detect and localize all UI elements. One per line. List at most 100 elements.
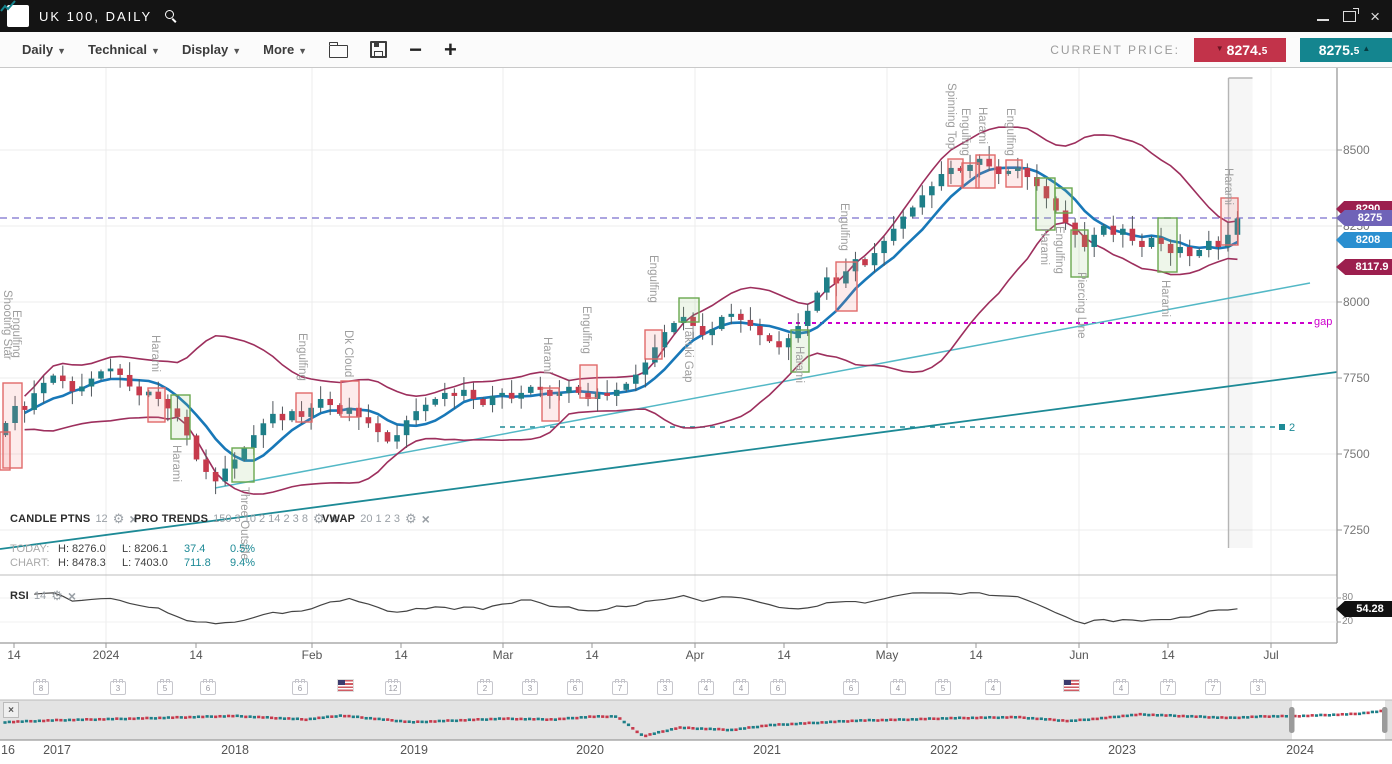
- navigator-year-label: 2022: [930, 743, 958, 757]
- pattern-label: Harami: [1038, 228, 1050, 265]
- navigator-year-label: 2021: [753, 743, 781, 757]
- pattern-label: Engulfing: [10, 310, 22, 358]
- calendar-event-icon[interactable]: 7: [1160, 679, 1176, 695]
- popout-button[interactable]: [1343, 7, 1360, 22]
- zoom-in-button[interactable]: +: [443, 36, 457, 62]
- calendar-event-icon[interactable]: 12: [385, 679, 401, 695]
- calendar-event-icon[interactable]: 3: [657, 679, 673, 695]
- x-axis-tick: Jun: [1069, 648, 1089, 662]
- navigator-year-label: 2024: [1286, 743, 1314, 757]
- menu-display[interactable]: Display ▼: [181, 42, 242, 57]
- y-axis-tick: 7500: [1343, 447, 1370, 461]
- us-flag-icon[interactable]: [1063, 679, 1080, 692]
- calendar-event-icon[interactable]: 6: [292, 679, 308, 695]
- buy-price-button[interactable]: 8275. 5 ▲: [1300, 37, 1392, 62]
- pattern-label: Harami: [170, 445, 182, 482]
- navigator-year-label: 2017: [43, 743, 71, 757]
- arrow-up-icon: ▲: [1362, 44, 1371, 53]
- navigator-year-label: 2020: [576, 743, 604, 757]
- legend-rsi: RSI 14 ⚙ ×: [10, 588, 77, 604]
- us-flag-icon[interactable]: [337, 679, 354, 692]
- navigator-year-label: 2019: [400, 743, 428, 757]
- current-price-label: CURRENT PRICE:: [1050, 42, 1180, 57]
- search-icon[interactable]: [164, 9, 178, 23]
- navigator-year-label: 2018: [221, 743, 249, 757]
- pattern-label: Three Outside: [238, 487, 250, 560]
- app-logo-icon: [0, 0, 29, 27]
- pattern-label: Takuki Gap: [682, 325, 694, 383]
- calendar-event-icon[interactable]: 3: [1250, 679, 1266, 695]
- toolbar: Daily ▼ Technical ▼ Display ▼ More ▼ − + CUR…: [0, 32, 1392, 68]
- y-axis-tick: 7250: [1343, 523, 1370, 537]
- remove-indicator-icon[interactable]: ×: [329, 511, 338, 527]
- calendar-event-icon[interactable]: 7: [1205, 679, 1221, 695]
- pattern-label: Engulfing: [580, 306, 592, 354]
- calendar-event-icon[interactable]: 7: [612, 679, 628, 695]
- calendar-event-icon[interactable]: 6: [843, 679, 859, 695]
- x-axis-tick: 2024: [92, 648, 120, 662]
- pattern-label: Harami: [1159, 280, 1171, 317]
- calendar-event-icon[interactable]: 4: [1113, 679, 1129, 695]
- menu-technical[interactable]: Technical ▼: [88, 42, 160, 57]
- navigator-selection-window[interactable]: [1292, 700, 1385, 740]
- navigator-close-button[interactable]: ×: [3, 702, 19, 718]
- save-button[interactable]: [370, 41, 388, 58]
- sell-price-button[interactable]: ▼ 8274. 5: [1194, 37, 1286, 62]
- pattern-label: Engulfing: [838, 203, 850, 251]
- pattern-label: Engulfing: [647, 255, 659, 303]
- pattern-label: Harami: [149, 335, 161, 372]
- calendar-event-icon[interactable]: 4: [698, 679, 714, 695]
- pattern-label: Harami: [541, 337, 553, 374]
- chevron-down-icon: ▼: [151, 46, 160, 56]
- gap-line-label: gap: [1314, 316, 1333, 328]
- pattern-label: Harami: [1222, 168, 1234, 205]
- remove-indicator-icon[interactable]: ×: [67, 588, 77, 604]
- calendar-event-icon[interactable]: 3: [522, 679, 538, 695]
- calendar-event-icon[interactable]: 3: [110, 679, 126, 695]
- x-axis-tick: 14: [7, 648, 21, 662]
- calendar-event-icon[interactable]: 6: [770, 679, 786, 695]
- zoom-out-button[interactable]: −: [409, 36, 422, 62]
- gear-icon[interactable]: ⚙: [51, 588, 63, 603]
- x-axis-tick: Feb: [301, 648, 323, 662]
- chevron-down-icon: ▼: [298, 46, 308, 56]
- y-axis-tick: 8500: [1343, 143, 1370, 157]
- pattern-label: Harami: [793, 346, 805, 383]
- x-axis-tick: Apr: [685, 648, 705, 662]
- remove-indicator-icon[interactable]: ×: [421, 511, 430, 527]
- calendar-event-icon[interactable]: 4: [890, 679, 906, 695]
- calendar-event-icon[interactable]: 6: [567, 679, 583, 695]
- calendar-event-icon[interactable]: 5: [935, 679, 951, 695]
- x-axis-tick: 14: [777, 648, 791, 662]
- remove-indicator-icon[interactable]: ×: [129, 511, 138, 527]
- calendar-event-icon[interactable]: 8: [33, 679, 49, 695]
- legend-pro-trends: PRO TRENDS 150 3 10 2 14 2 3 8 ⚙ ×: [134, 511, 338, 527]
- instrument-title: UK 100, DAILY: [39, 8, 153, 24]
- calendar-event-icon[interactable]: 4: [985, 679, 1001, 695]
- open-folder-button[interactable]: [329, 41, 349, 58]
- gear-icon[interactable]: ⚙: [312, 511, 325, 526]
- legend-vwap: VWAP 20 1 2 3 ⚙ ×: [322, 511, 430, 527]
- stats-today: TODAY: H: 8276.0 L: 8206.1 37.4 0.5%: [10, 543, 256, 555]
- rsi-value-tag: 54.28: [1336, 601, 1392, 617]
- menu-more[interactable]: More ▼: [263, 42, 308, 57]
- calendar-event-icon[interactable]: 5: [157, 679, 173, 695]
- title-bar: UK 100, DAILY ×: [0, 0, 1392, 32]
- gear-icon[interactable]: ⚙: [112, 511, 125, 526]
- price-tag: 8208: [1336, 232, 1392, 248]
- pattern-label: Engulfing: [959, 108, 971, 156]
- gear-icon[interactable]: ⚙: [404, 511, 417, 526]
- menu-timeframe[interactable]: Daily ▼: [22, 42, 66, 57]
- close-button[interactable]: ×: [1370, 6, 1380, 26]
- minimize-button[interactable]: [1317, 19, 1330, 21]
- navigator-year-label: 2023: [1108, 743, 1136, 757]
- x-axis-tick: 14: [585, 648, 599, 662]
- calendar-event-icon[interactable]: 6: [200, 679, 216, 695]
- x-axis-tick: 14: [1161, 648, 1175, 662]
- x-axis-tick: Mar: [492, 648, 514, 662]
- calendar-event-icon[interactable]: 2: [477, 679, 493, 695]
- calendar-event-icon[interactable]: 4: [733, 679, 749, 695]
- x-axis-tick: Jul: [1263, 648, 1279, 662]
